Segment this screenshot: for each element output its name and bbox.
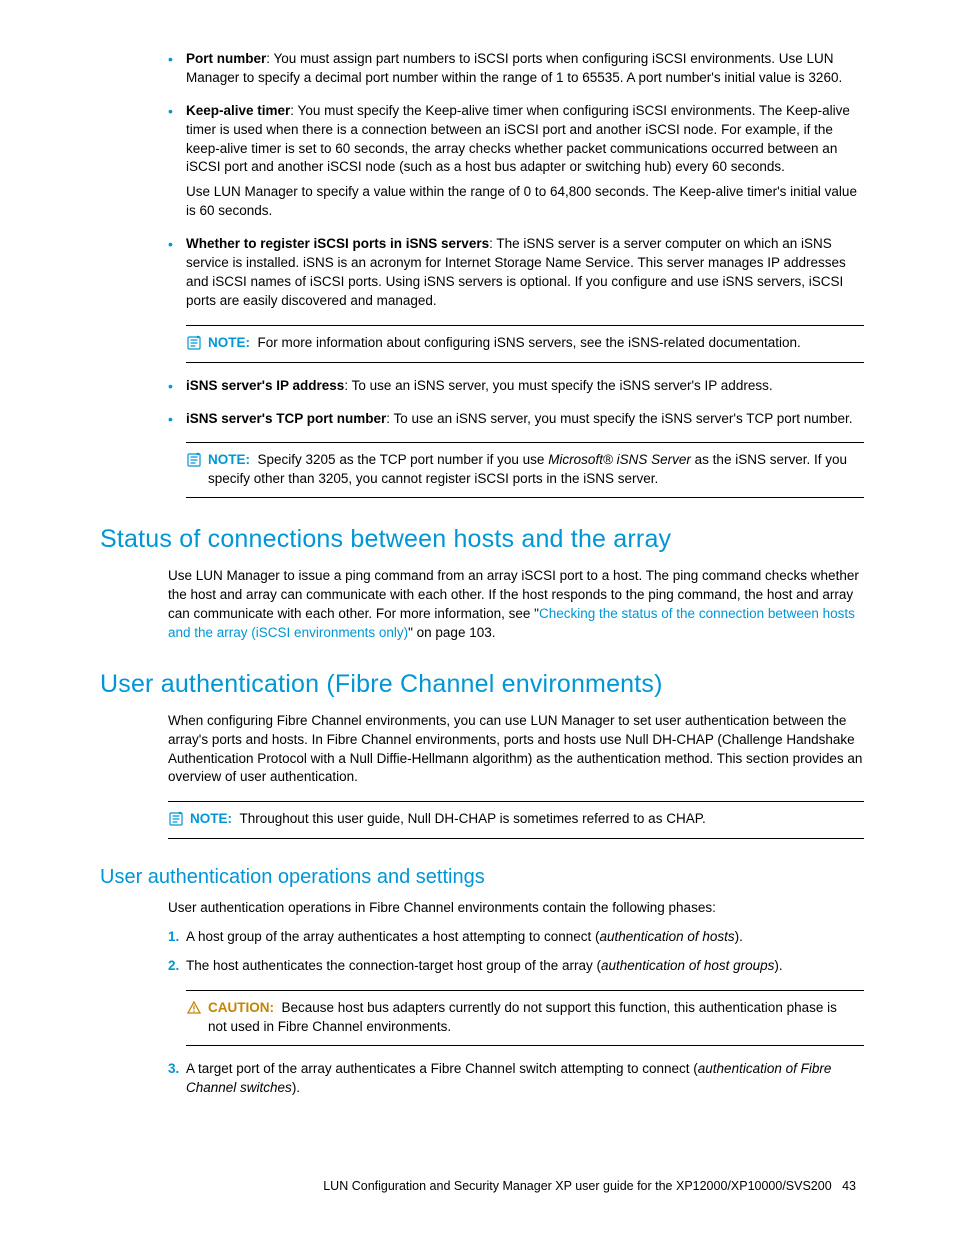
list-item: iSNS server's IP address: To use an iSNS… — [168, 377, 864, 396]
note-box: NOTE: For more information about configu… — [186, 325, 864, 363]
note-icon — [168, 810, 186, 830]
ol-post: ). — [774, 958, 782, 973]
note-ital: Microsoft® iSNS Server — [548, 452, 691, 467]
note-label: NOTE: — [208, 335, 250, 350]
body-para: User authentication operations in Fibre … — [168, 899, 864, 918]
note-icon — [186, 334, 204, 354]
heading-ops-settings: User authentication operations and setti… — [100, 863, 864, 891]
note-box: NOTE: Specify 3205 as the TCP port numbe… — [186, 442, 864, 498]
ol-pre: The host authenticates the connection-ta… — [186, 958, 601, 973]
ol-ital: authentication of host groups — [601, 958, 774, 973]
heading-user-auth: User authentication (Fibre Channel envir… — [100, 667, 864, 702]
ol-ital: authentication of hosts — [600, 929, 735, 944]
note-text: NOTE: Throughout this user guide, Null D… — [190, 810, 856, 829]
ol-pre: A target port of the array authenticates… — [186, 1061, 698, 1076]
note-text: NOTE: For more information about configu… — [208, 334, 856, 353]
footer-title: LUN Configuration and Security Manager X… — [323, 1179, 831, 1193]
heading-status: Status of connections between hosts and … — [100, 522, 864, 557]
term-label: Whether to register iSCSI ports in iSNS … — [186, 236, 489, 251]
list-item: A host group of the array authenticates … — [168, 928, 864, 947]
note-label: NOTE: — [190, 811, 232, 826]
page-number: 43 — [842, 1179, 856, 1193]
term-text: : To use an iSNS server, you must specif… — [386, 411, 852, 426]
term-label: Keep-alive timer — [186, 103, 290, 118]
note-body: For more information about configuring i… — [258, 335, 801, 350]
para-post: " on page 103. — [408, 625, 495, 640]
term-para2: Use LUN Manager to specify a value withi… — [186, 183, 864, 221]
list-item: Keep-alive timer: You must specify the K… — [168, 102, 864, 221]
note-text: NOTE: Specify 3205 as the TCP port numbe… — [208, 451, 856, 489]
term-label: iSNS server's TCP port number — [186, 411, 386, 426]
list-item: Whether to register iSCSI ports in iSNS … — [168, 235, 864, 311]
note-body: Throughout this user guide, Null DH-CHAP… — [240, 811, 706, 826]
ol-post: ). — [735, 929, 743, 944]
note-label: NOTE: — [208, 452, 250, 467]
note-pre: Specify 3205 as the TCP port number if y… — [258, 452, 549, 467]
ol-pre: A host group of the array authenticates … — [186, 929, 600, 944]
body-para: When configuring Fibre Channel environme… — [168, 712, 864, 788]
ordered-list: A host group of the array authenticates … — [168, 928, 864, 976]
list-item: iSNS server's TCP port number: To use an… — [168, 410, 864, 429]
term-text: : To use an iSNS server, you must specif… — [344, 378, 772, 393]
term-text: : You must assign part numbers to iSCSI … — [186, 51, 842, 85]
list-item: Port number: You must assign part number… — [168, 50, 864, 88]
list-item: The host authenticates the connection-ta… — [168, 957, 864, 976]
caution-body: Because host bus adapters currently do n… — [208, 1000, 837, 1034]
caution-box: CAUTION: Because host bus adapters curre… — [186, 990, 864, 1046]
bullet-list-mid: iSNS server's IP address: To use an iSNS… — [168, 377, 864, 429]
list-item: A target port of the array authenticates… — [168, 1060, 864, 1098]
caution-label: CAUTION: — [208, 1000, 274, 1015]
bullet-list-top: Port number: You must assign part number… — [168, 50, 864, 311]
ordered-list-contd: A target port of the array authenticates… — [168, 1060, 864, 1098]
caution-text: CAUTION: Because host bus adapters curre… — [208, 999, 856, 1037]
note-icon — [186, 451, 204, 471]
note-box: NOTE: Throughout this user guide, Null D… — [168, 801, 864, 839]
term-label: Port number — [186, 51, 266, 66]
page-footer: LUN Configuration and Security Manager X… — [100, 1178, 864, 1196]
body-para: Use LUN Manager to issue a ping command … — [168, 567, 864, 643]
caution-icon — [186, 999, 204, 1019]
ol-post: ). — [292, 1080, 300, 1095]
term-label: iSNS server's IP address — [186, 378, 344, 393]
